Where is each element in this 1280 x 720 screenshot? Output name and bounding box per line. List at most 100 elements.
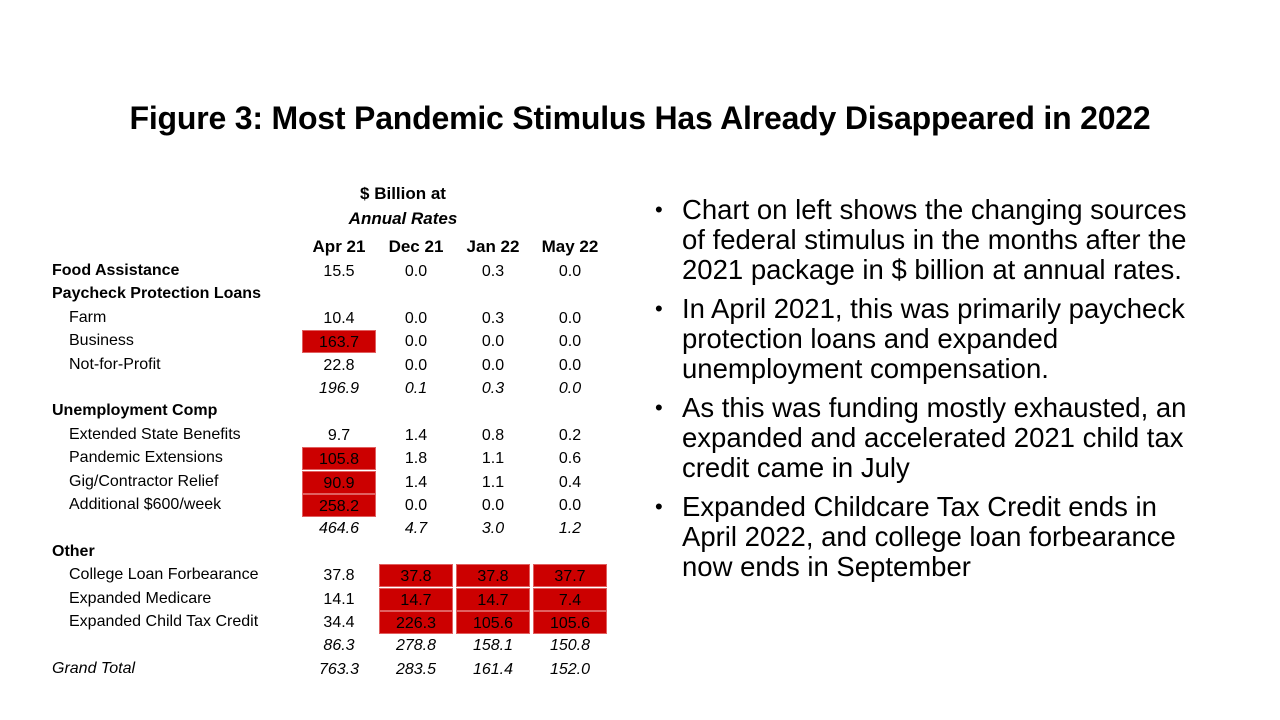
table-cell bbox=[379, 400, 453, 423]
table-cell: 0.0 bbox=[481, 497, 505, 514]
table-row: Other bbox=[52, 543, 612, 566]
table-cell: 226.3 bbox=[379, 611, 453, 634]
table-cell: 37.8 bbox=[379, 564, 453, 588]
row-label: Business bbox=[69, 332, 134, 350]
bullet-dot-icon: • bbox=[655, 494, 663, 519]
column-header-row: Apr 21 Dec 21 Jan 22 May 22 bbox=[52, 237, 612, 260]
bullet-text: Chart on left shows the changing sources… bbox=[682, 194, 1187, 285]
table-row: Food Assistance 15.5 0.0 0.3 0.0 bbox=[52, 262, 612, 285]
table-cell: 763.3 bbox=[318, 660, 360, 678]
table-row: Expanded Child Tax Credit 34.4 226.3 105.6 1… bbox=[52, 611, 612, 636]
table-cell bbox=[456, 400, 530, 423]
table-cell: 0.0 bbox=[558, 309, 582, 327]
table-cell: 464.6 bbox=[318, 520, 360, 538]
bullet-item: • Chart on left shows the changing source… bbox=[655, 195, 1215, 285]
row-label: Unemployment Comp bbox=[52, 402, 218, 420]
table-cell: 37.8 bbox=[323, 567, 355, 585]
table-cell: 37.8 bbox=[456, 564, 530, 588]
table-cell: 0.0 bbox=[404, 333, 428, 351]
table-cell: 105.8 bbox=[302, 447, 376, 471]
table-row: Farm 10.4 0.0 0.3 0.0 bbox=[52, 309, 612, 332]
table-cell: 86.3 bbox=[323, 637, 355, 655]
figure-title: Figure 3: Most Pandemic Stimulus Has Alr… bbox=[129, 100, 1151, 136]
table-row: Gig/Contractor Relief 90.9 1.4 1.1 0.4 bbox=[52, 470, 612, 496]
table-row: 86.3 278.8 158.1 150.8 bbox=[52, 636, 612, 659]
table-cell: 3.0 bbox=[481, 520, 505, 538]
table-cell: 161.4 bbox=[472, 660, 514, 678]
table-cell: 14.1 bbox=[323, 590, 355, 608]
bullet-item: • In April 2021, this was primarily paych… bbox=[655, 294, 1215, 384]
row-label: College Loan Forbearance bbox=[69, 566, 259, 584]
table-cell: 0.0 bbox=[558, 333, 582, 351]
table-cell: 1.4 bbox=[404, 426, 428, 444]
table-cell: 0.4 bbox=[558, 473, 582, 491]
table-cell: 0.0 bbox=[558, 497, 582, 514]
table-cell: 1.1 bbox=[481, 450, 505, 468]
table-row: Business 163.7 0.0 0.0 0.0 bbox=[52, 330, 612, 355]
table-cell: 0.0 bbox=[558, 356, 582, 374]
table-cell: 1.4 bbox=[404, 473, 428, 491]
table-cell: 0.0 bbox=[558, 263, 582, 280]
bullet-dot-icon: • bbox=[655, 395, 663, 420]
table-cell: 0.1 bbox=[404, 380, 428, 397]
table-cell bbox=[302, 400, 376, 423]
table-cell bbox=[379, 283, 453, 306]
table-row: Not-for-Profit 22.8 0.0 0.0 0.0 bbox=[52, 356, 612, 379]
table-cell: 0.0 bbox=[558, 380, 582, 397]
bullet-text: Expanded Childcare Tax Credit ends in Ap… bbox=[682, 491, 1176, 582]
table-cell bbox=[302, 283, 376, 306]
bullet-list: • Chart on left shows the changing source… bbox=[655, 195, 1215, 591]
row-label: Paycheck Protection Loans bbox=[52, 285, 261, 303]
table-cell: 0.0 bbox=[404, 263, 428, 280]
row-label: Gig/Contractor Relief bbox=[69, 472, 219, 490]
table-cell: 152.0 bbox=[549, 660, 591, 678]
row-label: Not-for-Profit bbox=[69, 355, 161, 373]
table-cell: 158.1 bbox=[472, 637, 514, 655]
table-row: Paycheck Protection Loans bbox=[52, 285, 612, 308]
table-cell bbox=[302, 541, 376, 564]
table-cell: 7.4 bbox=[533, 587, 607, 611]
table-cell: 0.6 bbox=[558, 450, 582, 468]
column-header: May 22 bbox=[541, 237, 599, 256]
row-label: Farm bbox=[69, 308, 107, 326]
column-header: Dec 21 bbox=[388, 237, 444, 256]
table-cell: 14.7 bbox=[456, 587, 530, 611]
table-row: Unemployment Comp bbox=[52, 402, 612, 425]
table-cell: 22.8 bbox=[323, 356, 355, 374]
table-cell: 0.3 bbox=[481, 263, 505, 280]
table-cell: 1.1 bbox=[481, 473, 505, 491]
column-header: Apr 21 bbox=[312, 237, 366, 256]
table-cell: 0.2 bbox=[558, 426, 582, 444]
row-label: Food Assistance bbox=[52, 262, 180, 279]
row-label: Grand Total bbox=[52, 659, 136, 677]
table-cell: 105.6 bbox=[456, 611, 530, 634]
table-row: Expanded Medicare 14.1 14.7 14.7 7.4 bbox=[52, 587, 612, 613]
table-cell: 150.8 bbox=[549, 637, 591, 655]
table-cell: 10.4 bbox=[323, 309, 355, 327]
table-row: College Loan Forbearance 37.8 37.8 37.8 37.7 bbox=[52, 564, 612, 589]
table-cell bbox=[379, 541, 453, 564]
table-cell bbox=[456, 283, 530, 306]
bullet-dot-icon: • bbox=[655, 197, 663, 222]
table-cell: 0.0 bbox=[404, 309, 428, 327]
table-cell: 0.3 bbox=[481, 309, 505, 327]
row-label: Extended State Benefits bbox=[69, 425, 241, 443]
row-label: Other bbox=[52, 542, 95, 560]
table-header-rates: Annual Rates bbox=[348, 209, 458, 228]
bullet-item: • As this was funding mostly exhausted, a… bbox=[655, 393, 1215, 483]
table-cell: 0.0 bbox=[481, 333, 505, 351]
bullet-text: As this was funding mostly exhausted, an… bbox=[682, 392, 1187, 483]
table-row: Pandemic Extensions 105.8 1.8 1.1 0.6 bbox=[52, 447, 612, 472]
table-cell: 1.8 bbox=[404, 450, 428, 468]
table-cell: 163.7 bbox=[302, 330, 376, 354]
table-cell bbox=[533, 283, 607, 306]
table-cell: 196.9 bbox=[318, 380, 360, 397]
table-cell: 258.2 bbox=[302, 494, 376, 517]
table-cell: 0.3 bbox=[481, 380, 505, 397]
table-cell: 105.6 bbox=[533, 611, 607, 634]
row-label: Expanded Child Tax Credit bbox=[69, 613, 259, 630]
table-cell: 283.5 bbox=[395, 660, 437, 678]
table-cell: 4.7 bbox=[404, 520, 428, 538]
table-cell: 37.7 bbox=[533, 564, 607, 588]
table-cell bbox=[533, 541, 607, 564]
